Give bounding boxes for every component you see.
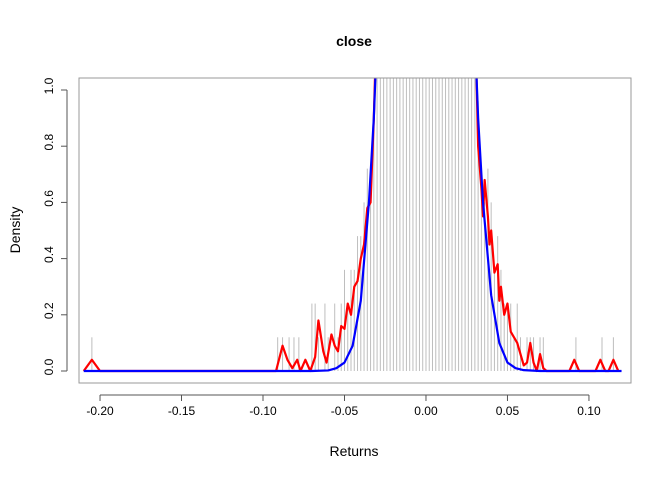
y-tick-label: 0.6 <box>42 190 56 207</box>
chart-title: close <box>336 33 372 49</box>
plot-area <box>82 78 622 373</box>
x-tick-label: 0.10 <box>577 404 601 418</box>
y-tick-label: 1.0 <box>42 77 56 94</box>
density-line <box>83 78 622 373</box>
x-tick-label: -0.05 <box>331 404 359 418</box>
x-tick-label: -0.15 <box>168 404 196 418</box>
y-tick-label: 0.8 <box>42 134 56 151</box>
x-tick-label: -0.10 <box>249 404 277 418</box>
y-tick-label: 0.2 <box>42 302 56 319</box>
x-axis-label: Returns <box>329 443 378 459</box>
x-tick-label: 0.00 <box>414 404 438 418</box>
y-axis-label: Density <box>7 207 23 254</box>
y-tick-label: 0.0 <box>42 358 56 375</box>
x-tick-label: 0.05 <box>496 404 520 418</box>
x-tick-label: -0.20 <box>86 404 114 418</box>
y-tick-label: 0.4 <box>42 246 56 263</box>
density-line <box>82 78 620 373</box>
plot-box <box>78 77 632 384</box>
